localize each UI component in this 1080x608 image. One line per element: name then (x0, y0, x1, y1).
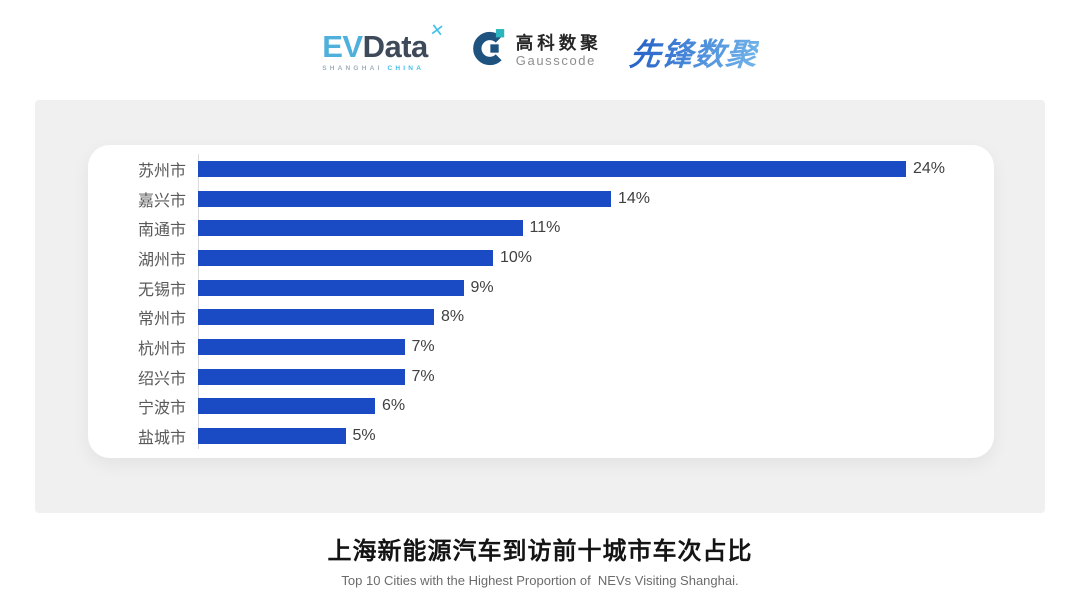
gausscode-name-cn: 高科数聚 (515, 33, 602, 54)
pioneer-logo: 先锋数聚 (627, 29, 760, 74)
bar (198, 398, 375, 415)
bar-track: 24% (198, 160, 945, 178)
bar-row: 南通市 11% (88, 213, 994, 243)
category-label: 苏州市 (137, 162, 186, 180)
evdata-data-text: Data (362, 28, 429, 64)
evdata-tagline-china: CHINA (387, 64, 425, 72)
value-label: 24% (913, 159, 946, 177)
bar-track: 11% (198, 219, 560, 237)
bar-row: 盐城市 5% (88, 421, 994, 451)
chart-card: 苏州市 24% 嘉兴市 14% 南通市 11% 湖州市 10% 无锡市 9% 常州市 8% 杭州市 7% 绍… (88, 145, 994, 458)
bar-row: 绍兴市 7% (88, 362, 994, 392)
category-label: 湖州市 (137, 251, 186, 269)
evdata-logo: EVData ✕ SHANGHAI CHINA (322, 20, 445, 72)
gausscode-g-icon (470, 28, 507, 74)
bar-chart: 苏州市 24% 嘉兴市 14% 南通市 11% 湖州市 10% 无锡市 9% 常州市 8% 杭州市 7% 绍… (88, 145, 994, 458)
footer-title-block: 上海新能源汽车到访前十城市车次占比 Top 10 Cities with the… (0, 531, 1080, 588)
bar (198, 309, 434, 326)
evdata-ev-text: EV (322, 28, 363, 64)
gausscode-logo: 高科数聚 Gausscode (470, 28, 602, 74)
chart-panel: 苏州市 24% 嘉兴市 14% 南通市 11% 湖州市 10% 无锡市 9% 常州市 8% 杭州市 7% 绍… (35, 100, 1045, 513)
bar-track: 5% (198, 427, 376, 445)
gausscode-text: 高科数聚 Gausscode (516, 33, 602, 68)
bar-track: 10% (198, 249, 532, 267)
category-label: 绍兴市 (137, 370, 186, 388)
evdata-wordmark: EVData (322, 31, 428, 62)
category-label: 宁波市 (137, 400, 186, 418)
evdata-tagline-shanghai: SHANGHAI (322, 64, 383, 72)
evdata-x-icon: ✕ (428, 19, 446, 41)
category-label: 盐城市 (137, 430, 186, 448)
value-label: 7% (411, 338, 435, 356)
chart-title: 上海新能源汽车到访前十城市车次占比 (327, 538, 753, 565)
evdata-tagline: SHANGHAI CHINA (322, 65, 428, 72)
bar-track: 8% (198, 308, 464, 326)
axis-line (198, 154, 199, 449)
category-label: 南通市 (137, 222, 186, 240)
header-logo-strip: EVData ✕ SHANGHAI CHINA 高科数聚 Gausscode 先… (0, 20, 1080, 82)
bar (198, 368, 405, 385)
bar-track: 7% (198, 338, 435, 356)
bar-track: 7% (198, 368, 435, 386)
category-label: 常州市 (137, 311, 186, 329)
value-label: 7% (411, 367, 435, 385)
bar (198, 279, 464, 296)
bar-row: 无锡市 9% (88, 273, 994, 303)
category-label: 无锡市 (137, 281, 186, 299)
chart-subtitle: Top 10 Cities with the Highest Proportio… (341, 573, 739, 588)
bar-track: 14% (198, 190, 650, 208)
bar-track: 9% (198, 279, 494, 297)
bar-row: 湖州市 10% (88, 243, 994, 273)
bar-row: 苏州市 24% (88, 154, 994, 184)
bar-row: 常州市 8% (88, 303, 994, 333)
bar (198, 160, 906, 177)
value-label: 10% (500, 248, 533, 266)
value-label: 14% (618, 189, 651, 207)
bar (198, 339, 405, 356)
bar-row: 宁波市 6% (88, 392, 994, 422)
value-label: 11% (529, 219, 561, 237)
gausscode-name-en: Gausscode (515, 52, 596, 68)
bar-track: 6% (198, 397, 405, 415)
bar (198, 190, 611, 207)
value-label: 8% (441, 308, 465, 326)
category-label: 杭州市 (137, 341, 186, 359)
value-label: 9% (470, 278, 494, 296)
bar (198, 220, 523, 237)
bar-row: 嘉兴市 14% (88, 184, 994, 214)
bar (198, 249, 493, 266)
bar (198, 428, 346, 445)
value-label: 6% (382, 397, 406, 415)
value-label: 5% (352, 427, 376, 445)
category-label: 嘉兴市 (137, 192, 186, 210)
bar-row: 杭州市 7% (88, 332, 994, 362)
